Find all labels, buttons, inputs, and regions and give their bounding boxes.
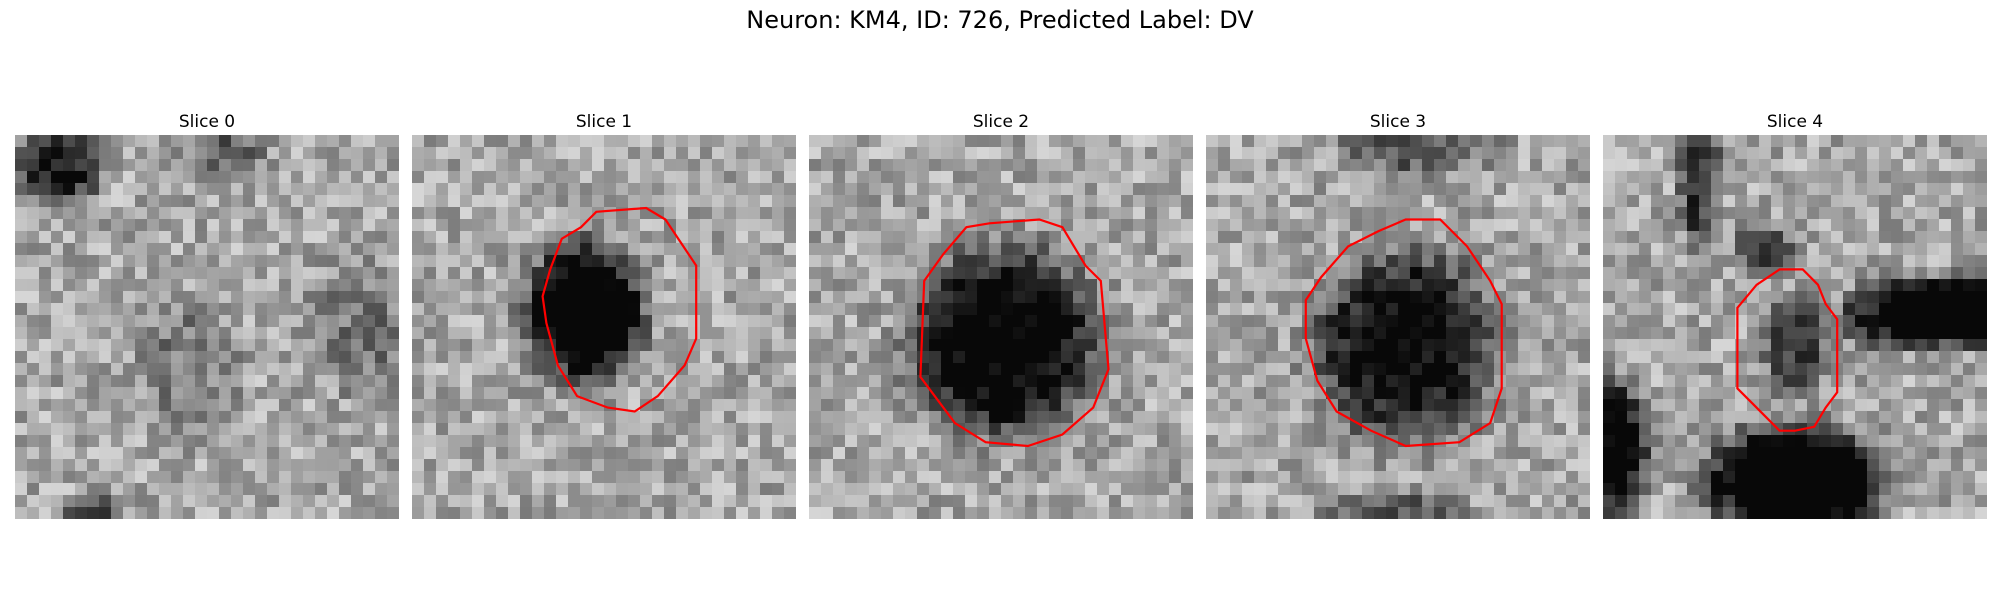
neuron-contour <box>919 218 1110 448</box>
figure-title: Neuron: KM4, ID: 726, Predicted Label: D… <box>746 6 1254 34</box>
slice-title: Slice 0 <box>178 112 236 132</box>
slice-image <box>412 135 796 519</box>
neuron-contour <box>541 206 698 413</box>
slice-title: Slice 2 <box>972 112 1030 132</box>
slice-panel-3: Slice 3 <box>1206 110 1590 519</box>
slice-panel-0: Slice 0 <box>15 110 399 519</box>
neuron-contour <box>1304 218 1503 448</box>
slice-image <box>1603 135 1987 519</box>
slice-panel-1: Slice 1 <box>412 110 796 519</box>
slice-image <box>15 135 399 519</box>
neuron-contour <box>1736 268 1839 432</box>
slice-title: Slice 1 <box>575 112 633 132</box>
slice-title: Slice 3 <box>1369 112 1427 132</box>
slice-image <box>1206 135 1590 519</box>
slice-title: Slice 4 <box>1766 112 1824 132</box>
slice-panel-2: Slice 2 <box>809 110 1193 519</box>
slice-panel-4: Slice 4 <box>1603 110 1987 519</box>
slice-image <box>809 135 1193 519</box>
